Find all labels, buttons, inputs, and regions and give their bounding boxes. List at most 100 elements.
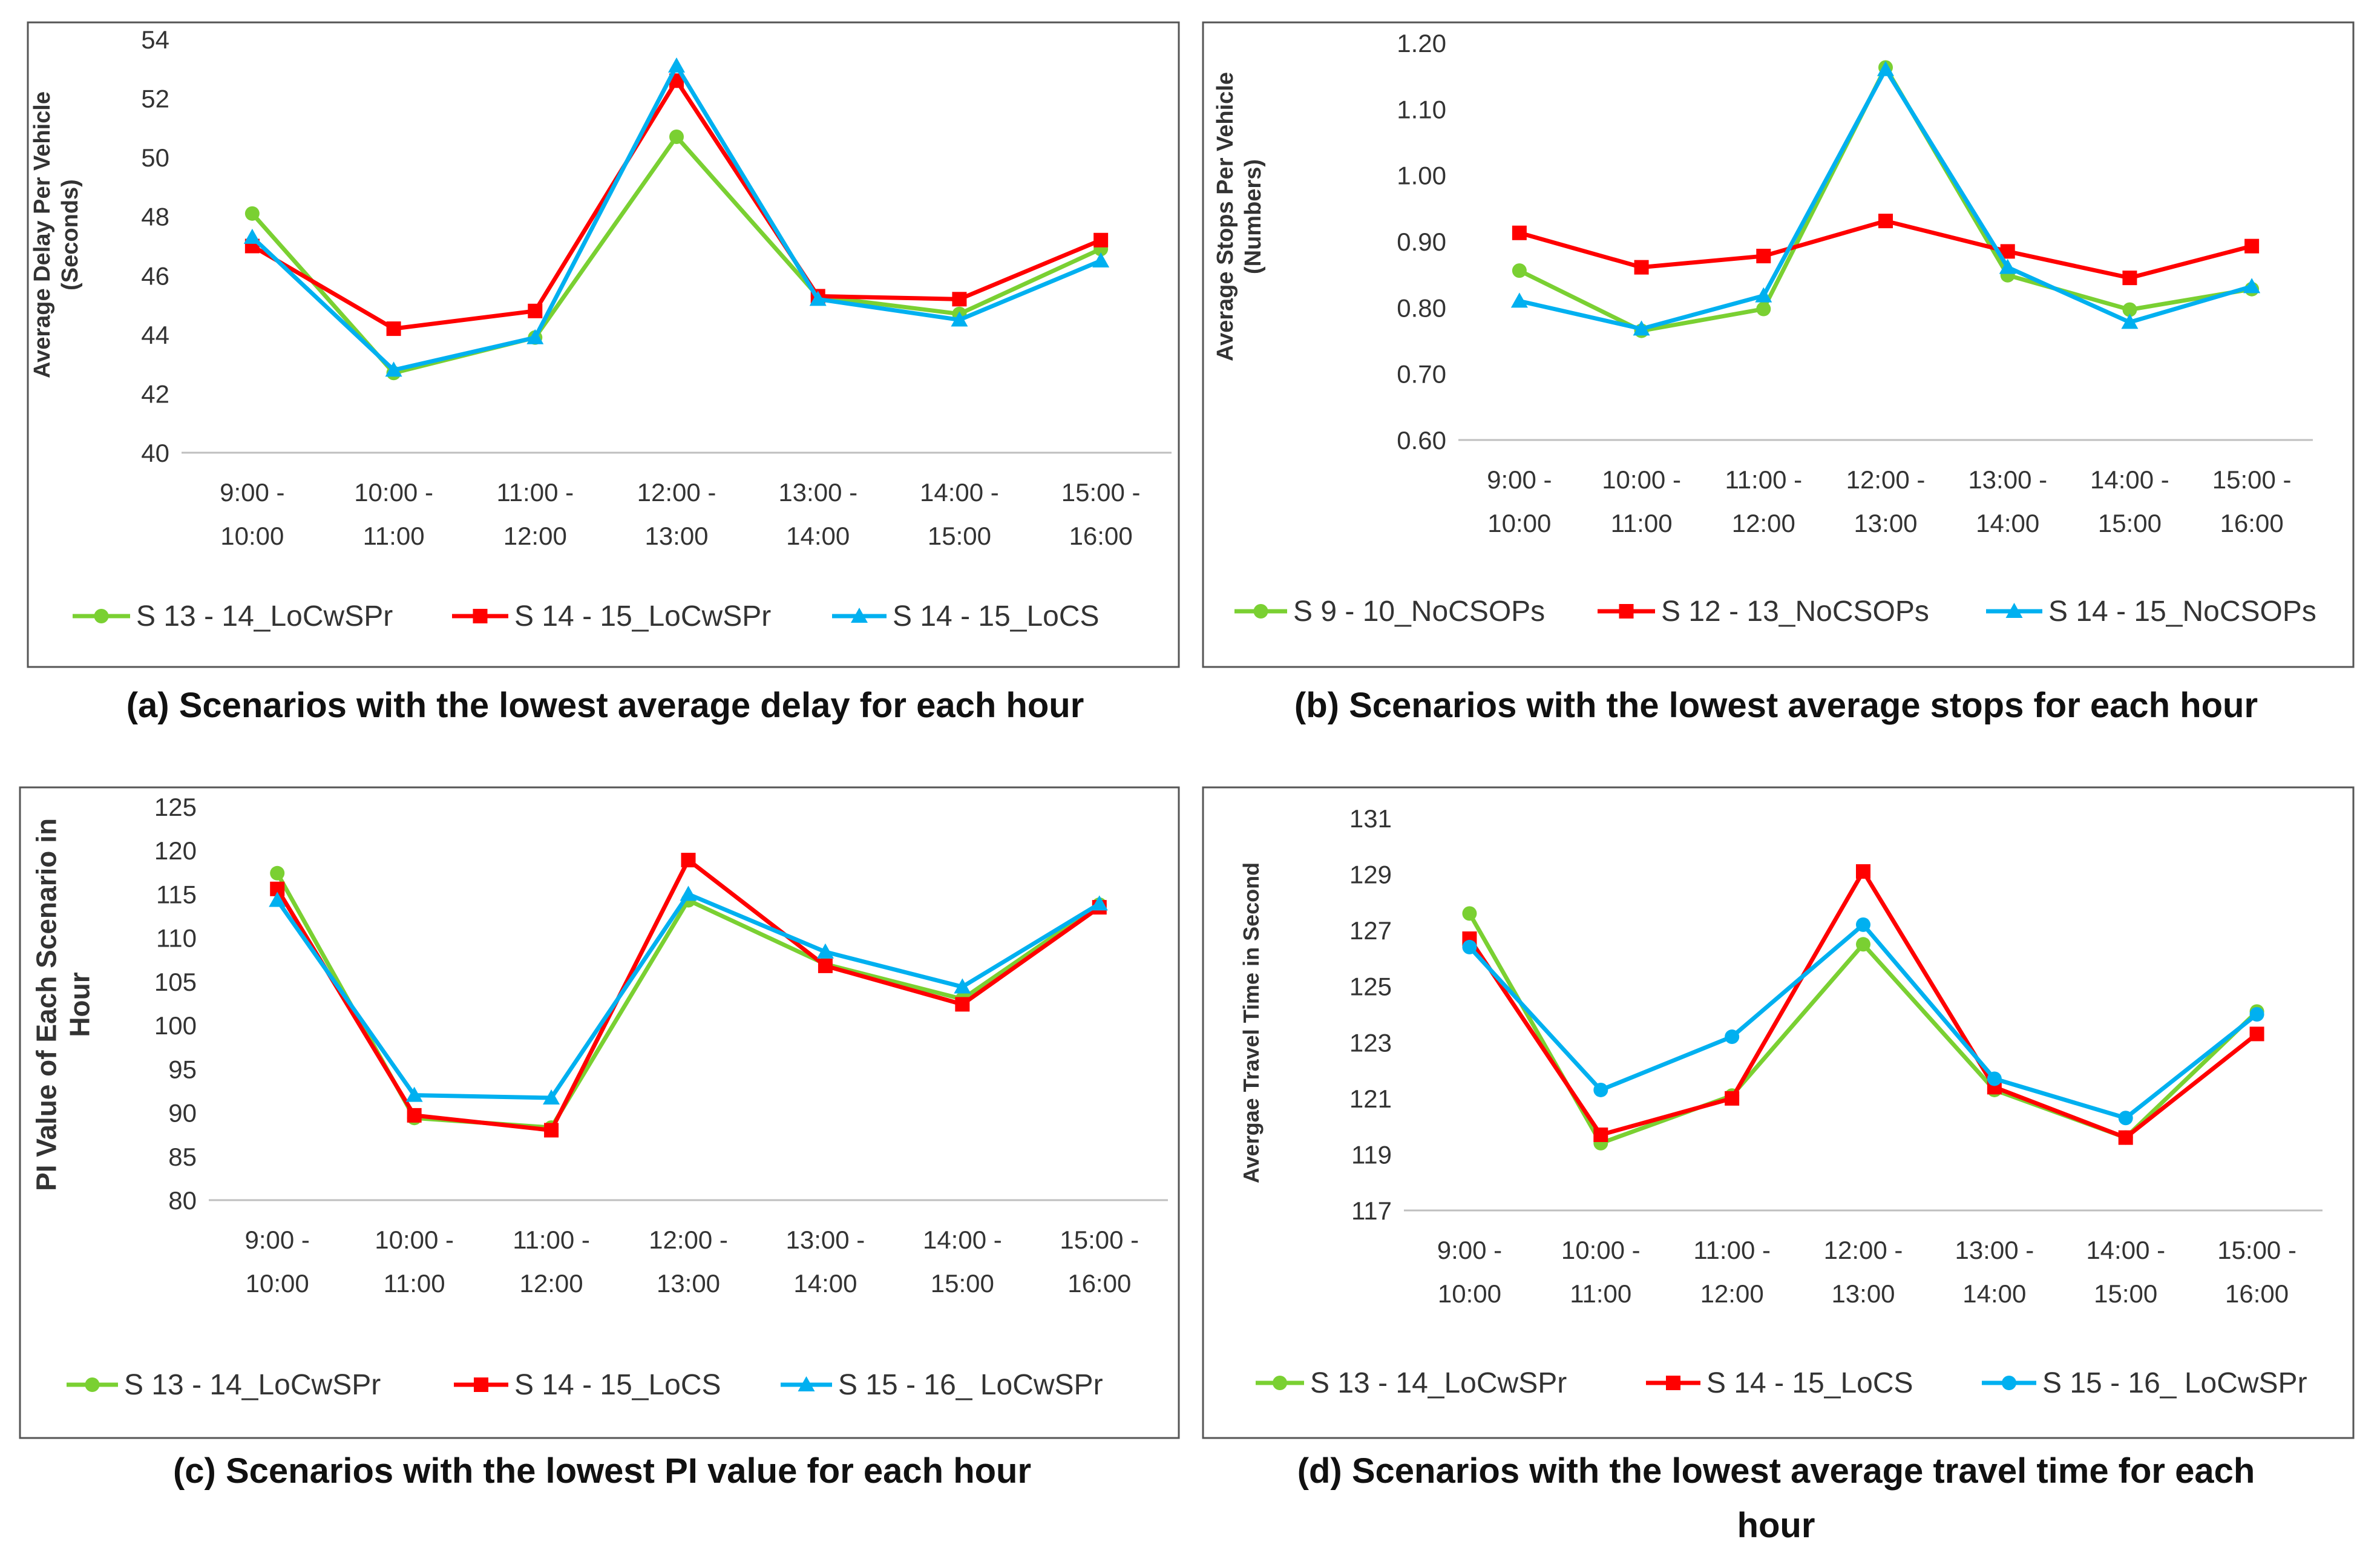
chart-c-xtick-label: 11:00 -12:00 xyxy=(513,1226,590,1298)
chart-b-y-axis-title: Average Stops Per Vehicle(Numbers) xyxy=(1213,72,1266,361)
chart-c-ytick-label: 115 xyxy=(156,880,197,908)
chart-a-xtick-label: 12:00 -13:00 xyxy=(637,478,716,550)
chart-a-ytick-label: 54 xyxy=(141,25,169,54)
chart-a-series-2-point xyxy=(952,292,967,307)
chart-a-series-3-point xyxy=(1092,252,1110,268)
chart-c-xtick-label: 9:00 -10:00 xyxy=(245,1226,310,1298)
chart-b-series-2-point xyxy=(2122,271,2137,286)
chart-a-legend-label: S 13 - 14_LoCwSPr xyxy=(136,600,393,632)
chart-d-xtick-label: 13:00 -14:00 xyxy=(1955,1236,2034,1308)
chart-a-series-2-point xyxy=(386,321,401,336)
chart-d-xtick-label: 11:00 -12:00 xyxy=(1693,1236,1771,1308)
chart-c-ytick-label: 105 xyxy=(154,968,197,996)
chart-d-series-3 xyxy=(1462,917,2264,1126)
chart-b-series-1-point xyxy=(1756,301,1771,317)
chart-b-series-1-point xyxy=(1512,263,1527,278)
chart-b-xtick-label: 13:00 -14:00 xyxy=(1968,465,2047,537)
chart-b-legend-item: S 12 - 13_NoCSOPs xyxy=(1598,596,1929,628)
chart-d-ytick-label: 123 xyxy=(1349,1028,1392,1057)
chart-b-legend-label: S 14 - 15_NoCSOPs xyxy=(2048,596,2316,628)
chart-c-legend-label: S 15 - 16_ LoCwSPr xyxy=(838,1369,1103,1401)
chart-b-legend-label: S 9 - 10_NoCSOPs xyxy=(1293,596,1545,628)
chart-b-series-3 xyxy=(1510,61,2261,336)
chart-c-legend-item: S 15 - 16_ LoCwSPr xyxy=(781,1369,1103,1401)
chart-b-ytick-label: 1.20 xyxy=(1397,29,1446,57)
chart-a-xtick-label: 13:00 -14:00 xyxy=(778,478,857,550)
chart-b-series-3-point xyxy=(1755,287,1772,303)
chart-a-series-3-point xyxy=(243,228,261,244)
chart-d-legend-label: S 14 - 15_LoCS xyxy=(1706,1367,1913,1399)
chart-d-series-2-point xyxy=(2118,1130,2133,1145)
chart-d-series-3-point xyxy=(2118,1111,2133,1126)
chart-d-series-3-point xyxy=(2249,1007,2264,1022)
chart-c-ytick-label: 90 xyxy=(168,1099,197,1128)
chart-a-series-3 xyxy=(243,57,1110,377)
chart-d-series-3-point xyxy=(1987,1071,2002,1086)
chart-a-legend-label: S 14 - 15_LoCwSPr xyxy=(514,600,771,632)
chart-d-legend-item: S 14 - 15_LoCS xyxy=(1646,1367,1913,1399)
chart-c-series-3-point xyxy=(816,943,834,959)
chart-c-ytick-label: 110 xyxy=(156,924,197,953)
chart-b-series-2-point xyxy=(1512,225,1527,240)
chart-c-frame xyxy=(19,786,1180,1439)
chart-a-y-axis-title: Average Delay Per Vehicle(Seconds) xyxy=(30,91,83,378)
chart-b-xtick-label: 11:00 -12:00 xyxy=(1725,465,1802,537)
chart-d-series-1-point xyxy=(1856,937,1870,952)
chart-b-series-2-point xyxy=(1878,214,1893,229)
chart-b-legend-label: S 12 - 13_NoCSOPs xyxy=(1661,596,1929,628)
chart-b-series-1-point xyxy=(2122,302,2137,317)
chart-d-frame xyxy=(1202,786,2355,1439)
chart-d-series-3-line xyxy=(1467,922,2260,1120)
chart-c-legend-marker xyxy=(474,1377,488,1392)
chart-a-series-1-point xyxy=(244,206,260,221)
chart-c-xtick-label: 10:00 -11:00 xyxy=(375,1226,454,1298)
chart-b-caption: (b) Scenarios with the lowest average st… xyxy=(1294,686,2258,725)
chart-d-xtick-label: 12:00 -13:00 xyxy=(1824,1236,1903,1308)
chart-a-ytick-label: 44 xyxy=(141,321,169,349)
chart-b-xtick-label: 10:00 -11:00 xyxy=(1602,465,1681,537)
chart-b-frame xyxy=(1202,21,2355,668)
chart-c-series-3-point xyxy=(405,1086,423,1102)
chart-a-ytick-label: 50 xyxy=(141,143,169,172)
chart-a-series-3-point xyxy=(951,311,968,327)
chart-d-legend-label: S 15 - 16_ LoCwSPr xyxy=(2042,1367,2307,1399)
chart-b-series-2-point xyxy=(1634,260,1649,275)
chart-b-series-2-point xyxy=(2244,238,2260,254)
chart-c-series-3-point xyxy=(680,885,697,901)
chart-b-series-3-point xyxy=(2121,313,2139,329)
chart-c-ytick-label: 95 xyxy=(168,1055,197,1083)
chart-d-legend-item: S 13 - 14_LoCwSPr xyxy=(1256,1367,1567,1399)
chart-c-ytick-label: 125 xyxy=(154,793,197,821)
chart-a-ytick-label: 42 xyxy=(141,379,169,408)
chart-d-ytick-label: 117 xyxy=(1351,1197,1392,1225)
chart-d-series-1-point xyxy=(1462,906,1477,921)
chart-b-series-3-point xyxy=(1633,320,1650,336)
chart-c-ytick-label: 80 xyxy=(168,1186,197,1215)
chart-b-legend-marker xyxy=(2005,603,2023,618)
chart-c-legend-marker xyxy=(798,1376,815,1391)
chart-c-series-2-point xyxy=(681,853,696,868)
chart-a-xtick-label: 10:00 -11:00 xyxy=(354,478,433,550)
chart-c-caption: (c) Scenarios with the lowest PI value f… xyxy=(173,1451,1031,1491)
chart-c-xtick-label: 12:00 -13:00 xyxy=(649,1226,728,1298)
chart-c-ytick-label: 85 xyxy=(168,1143,197,1171)
chart-c-series-2-point xyxy=(955,997,970,1012)
chart-c-series-3-point xyxy=(1090,895,1108,911)
chart-a-ytick-label: 46 xyxy=(141,261,169,290)
chart-d-series-3-point xyxy=(1462,939,1477,954)
chart-d-xtick-label: 9:00 -10:00 xyxy=(1437,1236,1502,1308)
chart-d-series-3-point xyxy=(1856,917,1870,932)
chart-a-ytick-label: 40 xyxy=(141,439,169,467)
chart-c-series-2-point xyxy=(407,1108,422,1123)
chart-d-series-2-point xyxy=(1725,1091,1740,1106)
chart-a-series-1-point xyxy=(669,129,684,144)
chart-a-series-3-point xyxy=(668,57,685,73)
chart-a-legend-marker xyxy=(94,609,109,623)
chart-a-legend-item: S 14 - 15_LoCwSPr xyxy=(452,600,771,632)
chart-c-ytick-label: 100 xyxy=(154,1011,197,1040)
chart-d-xtick-label: 14:00 -15:00 xyxy=(2086,1236,2165,1308)
chart-d-legend-marker xyxy=(1273,1376,1287,1390)
chart-b-legend-marker xyxy=(1619,604,1634,619)
